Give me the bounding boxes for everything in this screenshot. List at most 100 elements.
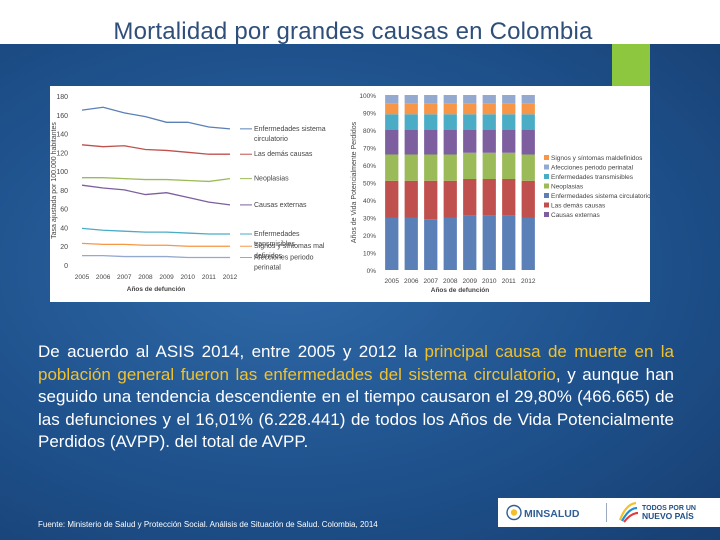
- minsalud-logo: MINSALUD: [504, 502, 590, 523]
- bar-segment-neoplasias: [502, 152, 516, 179]
- bar-xtick-label: 2010: [482, 278, 497, 285]
- bar-segment-externas: [443, 130, 457, 155]
- bar-segment-transmisibles: [463, 114, 477, 130]
- bar-segment-transmisibles: [424, 114, 438, 130]
- logo-separator: [606, 503, 607, 522]
- logos-strip: MINSALUD TODOS POR UN NUEVO PAÍS: [498, 498, 720, 527]
- line-xtick-label: 2006: [96, 274, 111, 281]
- line-ytick-label: 80: [60, 188, 68, 195]
- line-xtick-label: 2005: [75, 274, 90, 281]
- bar-segment-transmisibles: [385, 114, 399, 130]
- line-legend-label: Neoplasias: [254, 176, 289, 183]
- line-legend-label: perinatal: [254, 264, 281, 271]
- bar-ytick-label: 40%: [363, 198, 376, 205]
- bar-legend-swatch-perinatal: [544, 164, 549, 170]
- line-xtick-label: 2009: [159, 274, 174, 281]
- line-ytick-label: 140: [56, 132, 68, 139]
- bar-ytick-label: 90%: [363, 111, 376, 118]
- bar-legend-label: Signos y síntomas maldefinidos: [551, 155, 643, 162]
- bar-segment-demas: [424, 180, 438, 220]
- line-legend-label: circulatorio: [254, 136, 288, 143]
- bar-ytick-label: 10%: [363, 251, 376, 258]
- line-ytick-label: 40: [60, 225, 68, 232]
- bar-segment-neoplasias: [482, 152, 496, 179]
- bar-segment-signos: [404, 103, 418, 115]
- bar-segment-circulatorio: [482, 215, 496, 270]
- bar-segment-circulatorio: [443, 217, 457, 270]
- bar-ytick-label: 80%: [363, 128, 376, 135]
- source-footer: Fuente: Ministerio de Salud y Protección…: [38, 520, 378, 529]
- bar-segment-signos: [502, 103, 516, 115]
- line-ytick-label: 60: [60, 207, 68, 214]
- gov-logo-line1: TODOS POR UN: [642, 505, 696, 512]
- line-xtick-label: 2011: [202, 274, 216, 281]
- bar-segment-signos: [463, 103, 477, 115]
- bar-segment-neoplasias: [424, 154, 438, 181]
- bar-segment-demas: [521, 180, 535, 218]
- paragraph-text: De acuerdo al ASIS 2014, entre 2005 y 20…: [38, 342, 425, 361]
- line-series-demas: [81, 144, 230, 155]
- bar-segment-circulatorio: [463, 215, 477, 270]
- bar-ylabel: Años de Vida Potencialmente Perdidos: [351, 121, 358, 243]
- bar-segment-circulatorio: [385, 217, 399, 270]
- bar-ytick-label: 0%: [367, 268, 377, 275]
- bar-ytick-label: 60%: [363, 163, 376, 170]
- bar-ytick-label: 100%: [359, 93, 376, 100]
- slide-title: Mortalidad por grandes causas en Colombi…: [113, 18, 593, 45]
- bar-legend-swatch-circulatorio: [544, 193, 549, 198]
- accent-box: [612, 44, 650, 88]
- bar-ytick-label: 50%: [363, 181, 376, 188]
- bar-segment-transmisibles: [521, 114, 535, 130]
- line-xtick-label: 2010: [180, 274, 195, 281]
- bar-segment-externas: [404, 130, 418, 155]
- gov-logo: TODOS POR UN NUEVO PAÍS: [618, 500, 718, 525]
- line-ytick-label: 120: [56, 150, 68, 157]
- bar-segment-perinatal: [463, 95, 477, 104]
- line-series-signos: [81, 242, 230, 247]
- bar-segment-circulatorio: [521, 217, 535, 270]
- line-ylabel: Tasa ajustada por 100.000 habitantes: [51, 122, 58, 239]
- bar-segment-signos: [521, 103, 535, 115]
- bar-segment-signos: [385, 103, 399, 115]
- bar-segment-perinatal: [424, 95, 438, 104]
- line-xtick-label: 2008: [138, 274, 153, 281]
- bar-segment-transmisibles: [482, 114, 496, 130]
- line-legend-label: Las demás causas: [254, 151, 313, 158]
- paragraph-text: , y aunque han seguido una tendencia des…: [38, 364, 675, 452]
- line-legend-label: transmisibles: [254, 241, 295, 248]
- bar-segment-externas: [482, 130, 496, 153]
- bar-legend-label: Neoplasias: [551, 184, 584, 191]
- line-series-perinatal: [82, 254, 230, 259]
- bar-segment-externas: [502, 130, 516, 153]
- title-bar: [0, 0, 720, 44]
- bar-segment-signos: [424, 103, 438, 115]
- bar-segment-transmisibles: [404, 114, 418, 130]
- bar-xtick-label: 2005: [385, 278, 400, 285]
- line-ytick-label: 100: [56, 169, 68, 176]
- bar-segment-circulatorio: [424, 219, 438, 270]
- bar-legend-label: Afecciones periodo perinatal: [551, 165, 634, 172]
- bar-segment-neoplasias: [463, 152, 477, 179]
- line-legend-label: Enfermedades sistema: [254, 126, 326, 133]
- bar-segment-perinatal: [443, 95, 457, 104]
- bar-legend-swatch-neoplasias: [544, 183, 549, 189]
- line-legend-label: definidos: [254, 253, 283, 260]
- line-legend-label: Enfermedades: [254, 231, 300, 238]
- bar-legend-label: Causas externas: [551, 212, 601, 219]
- bar-xtick-label: 2008: [443, 278, 458, 285]
- bar-xtick-label: 2011: [502, 278, 516, 285]
- bar-ytick-label: 30%: [363, 216, 376, 223]
- chart-panel: 0 20 40 60 80 100 120 140 160 180 2005 2006 2007 2008…: [50, 86, 651, 302]
- bar-segment-demas: [502, 179, 516, 216]
- bar-segment-circulatorio: [404, 217, 418, 270]
- bar-segment-demas: [463, 179, 477, 216]
- bar-xtick-label: 2012: [521, 278, 536, 285]
- line-series-transmisibles: [81, 227, 230, 235]
- bar-legend-swatch-transmisibles: [544, 174, 549, 179]
- line-legend-label: Causas externas: [254, 202, 307, 209]
- gov-logo-line2: NUEVO PAÍS: [642, 511, 694, 521]
- bar-ytick-label: 20%: [363, 233, 376, 240]
- bar-segment-perinatal: [482, 95, 496, 104]
- bar-segment-externas: [463, 130, 477, 153]
- bar-segment-signos: [443, 103, 457, 115]
